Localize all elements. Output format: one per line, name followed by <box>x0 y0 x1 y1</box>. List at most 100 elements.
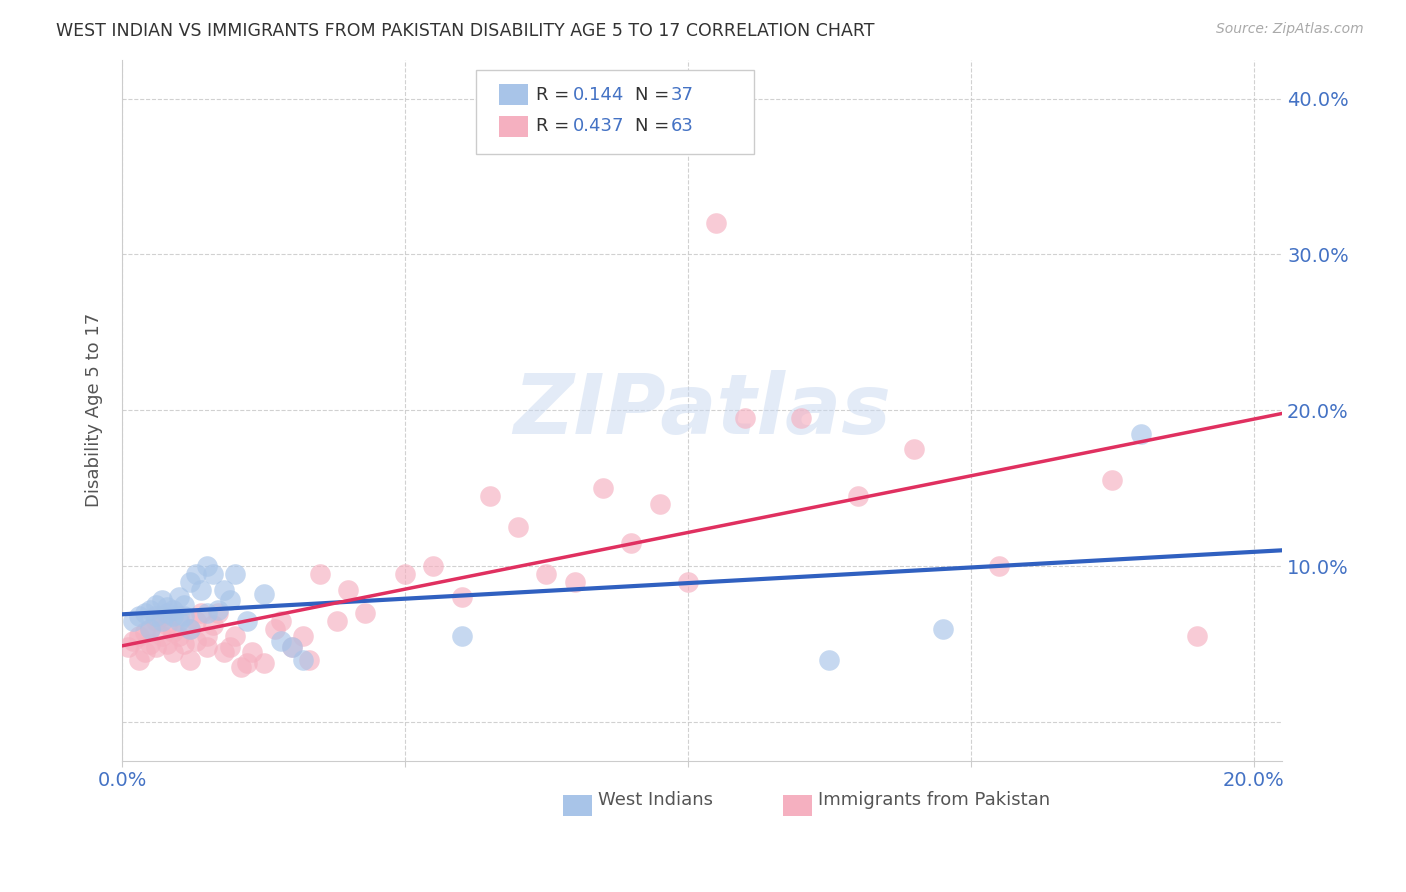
Text: ZIPatlas: ZIPatlas <box>513 370 891 450</box>
Point <box>145 614 167 628</box>
Point <box>195 559 218 574</box>
Point <box>162 603 184 617</box>
Point <box>145 640 167 655</box>
Point <box>212 645 235 659</box>
Point <box>218 593 240 607</box>
Point <box>128 629 150 643</box>
Text: N =: N = <box>636 86 675 103</box>
Point <box>1187 629 1209 643</box>
Point <box>450 629 472 643</box>
Point <box>1129 426 1152 441</box>
Point <box>201 566 224 581</box>
Point <box>281 640 304 655</box>
Point <box>270 634 292 648</box>
Point <box>179 574 201 589</box>
Point <box>326 614 349 628</box>
FancyBboxPatch shape <box>475 70 755 154</box>
Point <box>128 653 150 667</box>
Text: WEST INDIAN VS IMMIGRANTS FROM PAKISTAN DISABILITY AGE 5 TO 17 CORRELATION CHART: WEST INDIAN VS IMMIGRANTS FROM PAKISTAN … <box>56 22 875 40</box>
Point <box>354 606 377 620</box>
Point <box>1101 474 1123 488</box>
Point <box>195 640 218 655</box>
Point <box>292 653 315 667</box>
Text: 0.144: 0.144 <box>574 86 624 103</box>
Point <box>139 637 162 651</box>
Point <box>207 606 229 620</box>
Point <box>162 624 184 639</box>
FancyBboxPatch shape <box>499 84 529 105</box>
Text: Source: ZipAtlas.com: Source: ZipAtlas.com <box>1216 22 1364 37</box>
Point <box>139 622 162 636</box>
Point <box>229 660 252 674</box>
Point <box>195 606 218 620</box>
Point <box>903 442 925 457</box>
Point <box>422 559 444 574</box>
Text: 37: 37 <box>671 86 693 103</box>
Point <box>117 640 139 655</box>
Point <box>184 634 207 648</box>
Point <box>292 629 315 643</box>
Text: R =: R = <box>536 117 575 136</box>
Point <box>150 609 173 624</box>
Point <box>212 582 235 597</box>
Point <box>309 566 332 581</box>
Point <box>235 614 257 628</box>
Text: 63: 63 <box>671 117 693 136</box>
Point <box>478 489 501 503</box>
Point <box>173 609 195 624</box>
Point <box>162 609 184 624</box>
Point <box>676 574 699 589</box>
Y-axis label: Disability Age 5 to 17: Disability Age 5 to 17 <box>86 313 103 508</box>
Point <box>931 622 953 636</box>
Point <box>818 653 841 667</box>
Point <box>235 656 257 670</box>
Point <box>592 481 614 495</box>
Point <box>240 645 263 659</box>
Point <box>620 535 643 549</box>
Point <box>508 520 530 534</box>
Text: 0.437: 0.437 <box>574 117 624 136</box>
Point <box>162 645 184 659</box>
Point <box>179 653 201 667</box>
Point <box>394 566 416 581</box>
Point <box>134 624 156 639</box>
Point <box>156 618 179 632</box>
Point <box>139 603 162 617</box>
Text: N =: N = <box>636 117 675 136</box>
Point <box>218 640 240 655</box>
Point <box>252 656 274 670</box>
Point <box>195 629 218 643</box>
Text: Immigrants from Pakistan: Immigrants from Pakistan <box>818 790 1050 808</box>
Point <box>704 216 727 230</box>
Point <box>270 614 292 628</box>
Point <box>122 634 145 648</box>
Point <box>281 640 304 655</box>
Point <box>134 645 156 659</box>
FancyBboxPatch shape <box>499 116 529 136</box>
Point <box>179 622 201 636</box>
Point <box>536 566 558 581</box>
Point <box>648 497 671 511</box>
Point <box>156 637 179 651</box>
Point <box>988 559 1011 574</box>
FancyBboxPatch shape <box>562 795 592 815</box>
FancyBboxPatch shape <box>783 795 813 815</box>
Point <box>156 599 179 614</box>
Point <box>156 606 179 620</box>
Point <box>179 622 201 636</box>
Point <box>167 609 190 624</box>
Point <box>167 614 190 628</box>
Point <box>450 591 472 605</box>
Point <box>150 614 173 628</box>
Point <box>263 622 285 636</box>
Point <box>150 593 173 607</box>
Point <box>184 566 207 581</box>
Point <box>145 598 167 612</box>
Text: R =: R = <box>536 86 575 103</box>
Point <box>790 411 813 425</box>
Point <box>224 629 246 643</box>
Point <box>122 614 145 628</box>
Point <box>134 606 156 620</box>
Point <box>190 606 212 620</box>
Point <box>167 629 190 643</box>
